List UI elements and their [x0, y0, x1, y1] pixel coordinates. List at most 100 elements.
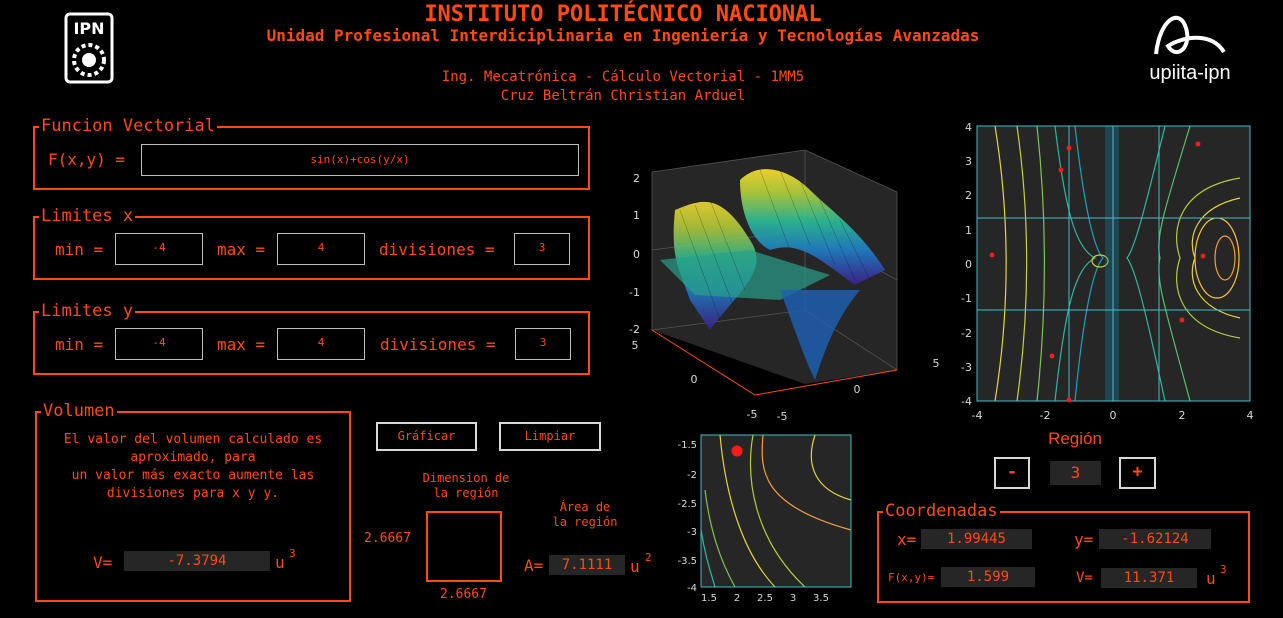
svg-text:IPN: IPN: [73, 19, 104, 38]
zoom-x-tick: 2.5: [757, 593, 773, 604]
surface-z-tick: 1: [633, 209, 640, 222]
zoom-x-tick: 2: [734, 593, 740, 604]
area-unit: u: [630, 557, 640, 576]
volume-info-line1: El valor del volumen calculado es: [63, 432, 323, 447]
area-title-1: Área de: [559, 500, 611, 514]
limits-x-min-input[interactable]: -4: [115, 233, 203, 265]
limits-x-div-label: divisiones =: [379, 240, 495, 259]
function-input[interactable]: sin(x)+cos(y/x): [141, 144, 579, 176]
function-panel-title: Funcion Vectorial: [39, 116, 217, 136]
limits-x-div-input[interactable]: 3: [514, 233, 570, 265]
surface-x-tick: 5: [933, 357, 940, 370]
zoom-y-tick: -1.5: [677, 440, 697, 451]
area-label: A=: [524, 556, 544, 575]
contour-x-tick: 4: [1247, 409, 1254, 422]
volume-info-line4: divisiones para x y y.: [106, 486, 280, 501]
volume-v-label: V=: [93, 553, 113, 572]
upiita-logo-text: upiita-ipn: [1149, 62, 1231, 84]
volume-unit-exponent: 3: [289, 547, 296, 560]
volume-panel-title: Volumen: [41, 401, 117, 421]
coord-y-value: -1.62124: [1099, 529, 1211, 549]
contour-y-tick: 0: [965, 258, 972, 271]
region-dim-title-1: Dimension de: [422, 471, 510, 485]
contour-x-tick: 2: [1179, 409, 1186, 422]
zoom-y-tick: -4: [687, 583, 697, 594]
contour-y-tick: -3: [961, 361, 972, 374]
coord-x-label: x=: [897, 530, 917, 549]
contour-y-tick: 3: [965, 155, 972, 168]
author-label: Cruz Beltrán Christian Arduel: [500, 88, 746, 104]
volume-info-line2: aproximado, para: [130, 450, 256, 465]
area-unit-exponent: 2: [645, 551, 652, 564]
limits-y-max-label: max =: [217, 335, 266, 354]
limits-x-max-label: max =: [217, 240, 266, 259]
coordinates-title: Coordenadas: [883, 501, 1000, 521]
surface-x-tick: 0: [854, 383, 861, 396]
region-dim-title-2: la región: [433, 486, 499, 500]
clear-button[interactable]: Limpiar: [499, 422, 601, 451]
limits-x-max-input[interactable]: 4: [277, 233, 365, 265]
surface-y-tick: 5: [632, 339, 639, 352]
region-plus-button[interactable]: +: [1119, 457, 1156, 489]
surface-z-tick: -1: [629, 286, 640, 299]
region-minus-button[interactable]: -: [994, 457, 1030, 489]
zoom-y-tick: -3: [687, 527, 697, 538]
upiita-swoosh-icon: [1154, 15, 1226, 55]
contour-x-tick: 0: [1110, 409, 1117, 422]
region-title: Región: [1048, 429, 1102, 448]
contour-plot[interactable]: 4 3 2 1 0 -1 -2 -3 -4 -4 -2 0 2 4: [955, 118, 1255, 426]
area-title-2: la región: [552, 515, 618, 529]
coord-v-value: 11.371: [1101, 568, 1197, 588]
coord-v-unit: u: [1206, 569, 1216, 588]
volume-value: -7.3794: [124, 551, 270, 571]
contour-y-tick: 1: [965, 224, 972, 237]
contour-y-tick: 4: [965, 121, 972, 134]
page-subtitle: Unidad Profesional Interdiciplinaria en …: [266, 26, 980, 45]
contour-x-tick: -4: [972, 409, 983, 422]
coord-x-value: 1.99445: [921, 529, 1032, 549]
upiita-logo: upiita-ipn: [1130, 8, 1250, 88]
volume-panel: Volumen El valor del volumen calculado e…: [35, 401, 351, 602]
function-label: F(x,y) =: [48, 150, 126, 169]
region-zoom-plot[interactable]: -1.5 -2 -2.5 -3 -3.5 -4 1.5 2 2.5 3 3.5: [665, 430, 855, 608]
page-title: INSTITUTO POLITÉCNICO NACIONAL: [424, 2, 822, 27]
contour-x-tick: -2: [1040, 409, 1051, 422]
surface-z-tick: 2: [633, 172, 640, 185]
limits-y-max-input[interactable]: 4: [277, 328, 365, 360]
limits-y-panel: Limites y min = -4 max = 4 divisiones = …: [33, 301, 590, 375]
limits-y-div-input[interactable]: 3: [515, 328, 571, 360]
zoom-y-tick: -2.5: [677, 499, 697, 510]
surface-y-tick: -5: [747, 408, 758, 421]
limits-y-min-input[interactable]: -4: [115, 328, 203, 360]
volume-info-line3: un valor más exacto aumente las: [71, 468, 315, 483]
surface-z-tick: -2: [629, 323, 640, 336]
zoom-y-tick: -2: [687, 470, 697, 481]
zoom-x-tick: 1.5: [701, 593, 717, 604]
zoom-x-tick: 3: [790, 593, 796, 604]
region-dim-width: 2.6667: [440, 587, 487, 602]
plot-button[interactable]: Gráficar: [376, 422, 477, 451]
coord-f-label: F(x,y)=: [888, 571, 935, 584]
coord-v-label: V=: [1076, 570, 1093, 586]
area-value: 7.1111: [549, 555, 625, 575]
limits-x-title: Limites x: [39, 206, 136, 226]
region-dim-square: [426, 511, 502, 582]
coordinates-panel: Coordenadas x= 1.99445 y= -1.62124 F(x,y…: [877, 501, 1250, 603]
limits-x-min-label: min =: [55, 240, 104, 259]
contour-y-tick: -2: [961, 327, 972, 340]
surface-z-tick: 0: [633, 248, 640, 261]
coord-v-unit-exponent: 3: [1220, 563, 1227, 576]
coord-y-label: y=: [1074, 530, 1094, 549]
surface-y-tick: 0: [691, 373, 698, 386]
ipn-logo: IPN: [60, 10, 118, 86]
contour-y-tick: -4: [961, 395, 972, 408]
region-value: 3: [1050, 461, 1101, 485]
limits-y-div-label: divisiones =: [380, 335, 496, 354]
surface-x-tick: -5: [777, 410, 788, 423]
limits-y-min-label: min =: [55, 335, 104, 354]
region-dim-height: 2.6667: [364, 531, 411, 546]
limits-x-panel: Limites x min = -4 max = 4 divisiones = …: [33, 206, 590, 280]
zoom-y-tick: -3.5: [677, 556, 697, 567]
surface-plot[interactable]: 2 1 0 -1 -2 5 0 -5 5 0 -5: [600, 120, 950, 430]
limits-y-title: Limites y: [39, 301, 136, 321]
